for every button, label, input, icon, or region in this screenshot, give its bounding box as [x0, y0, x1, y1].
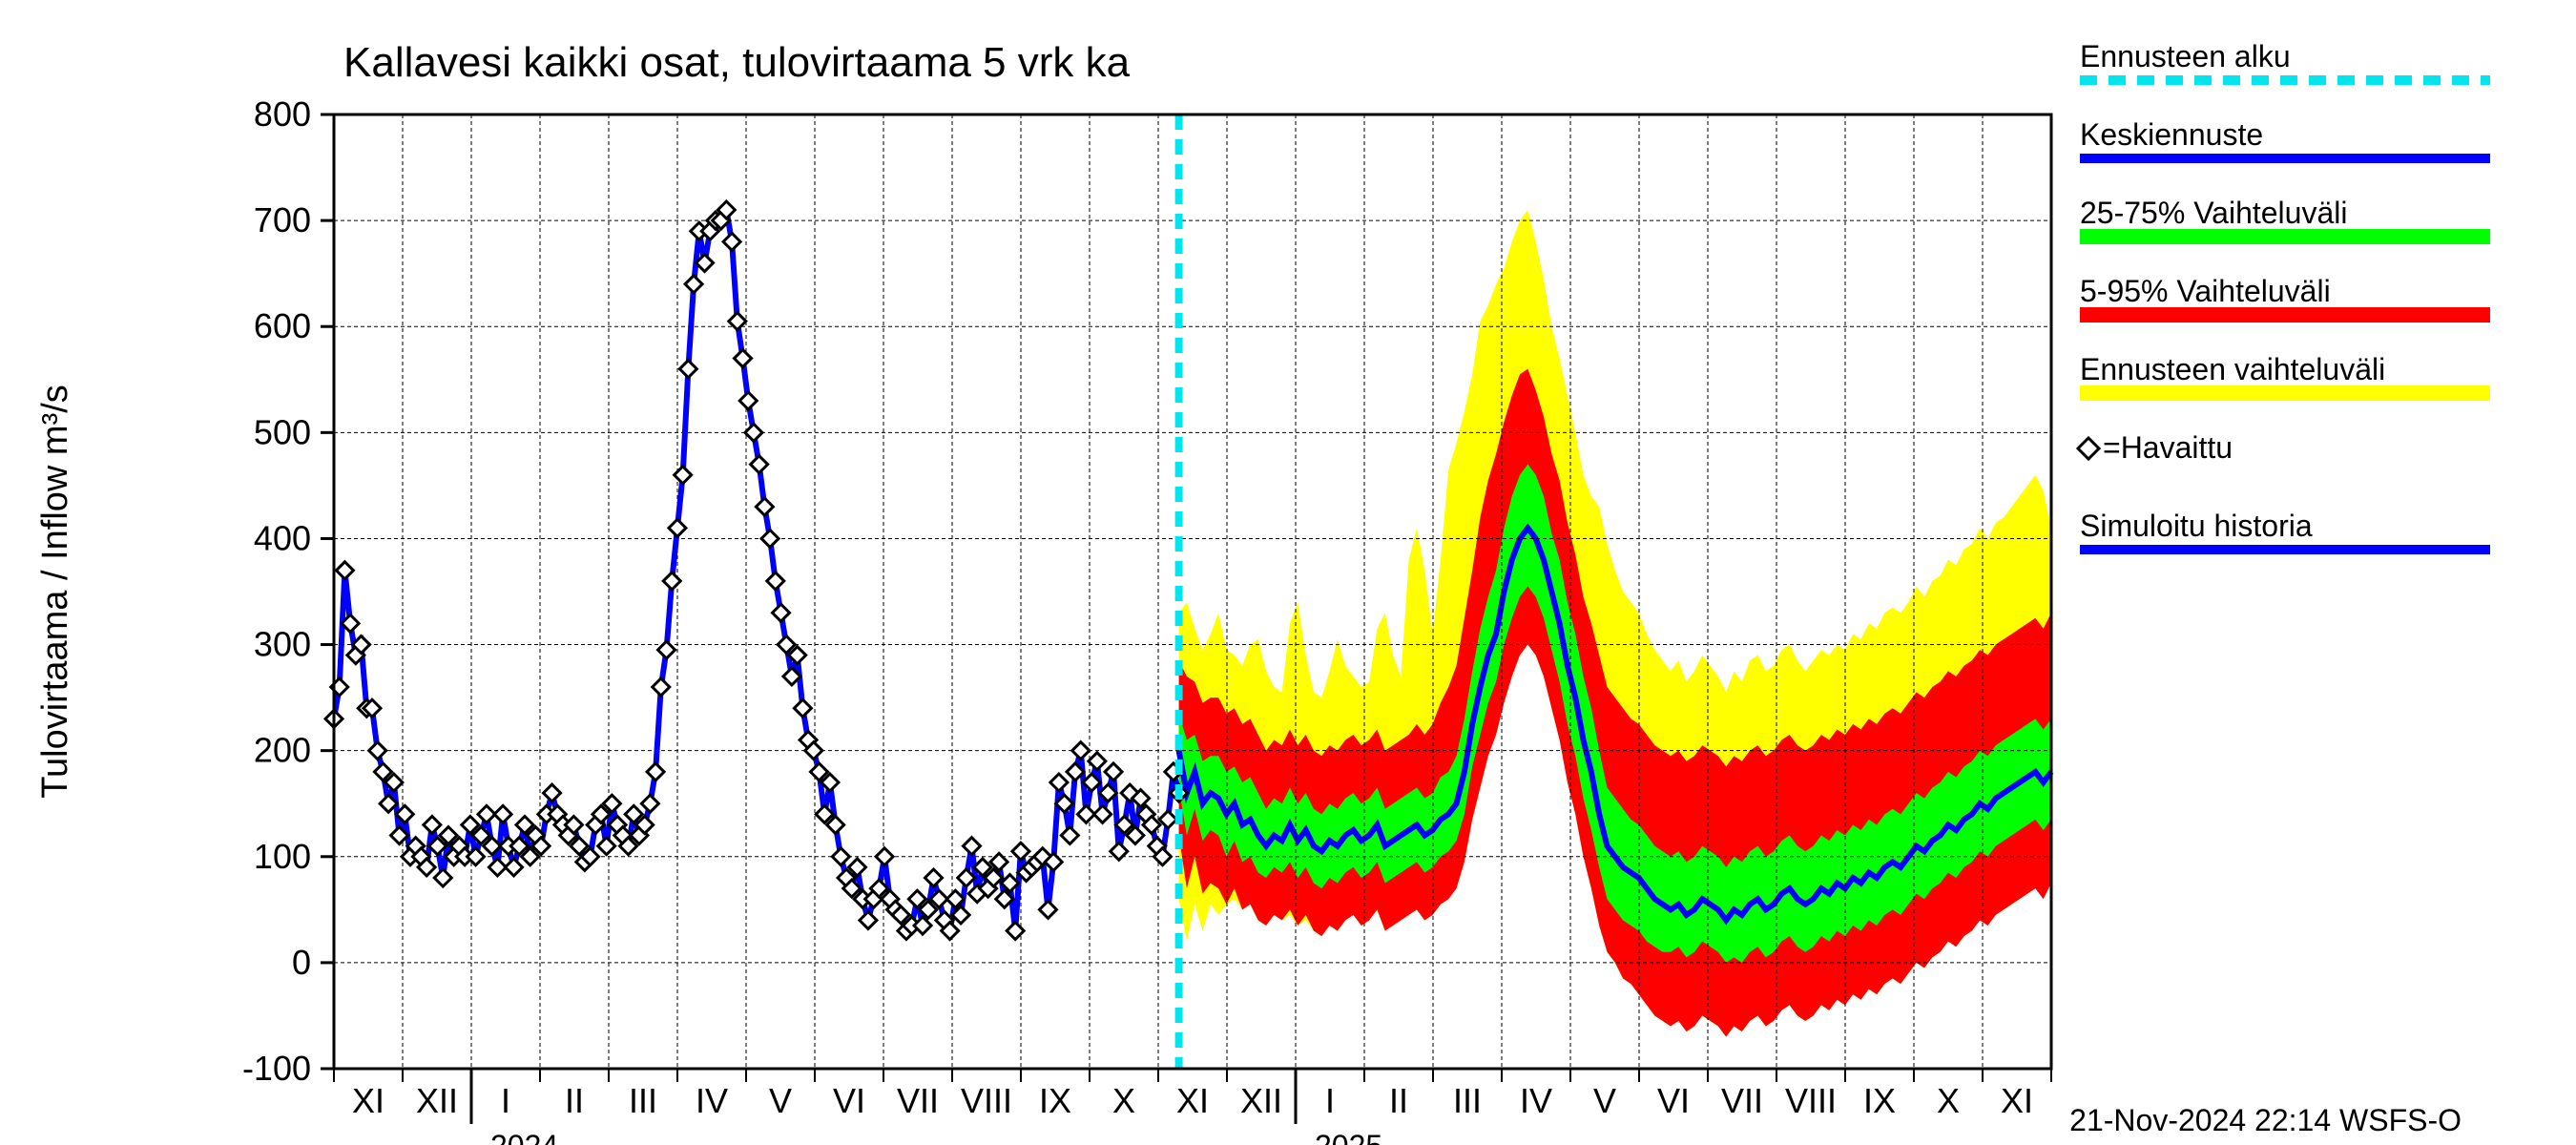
month-label: II	[565, 1081, 584, 1120]
month-label: VIII	[961, 1081, 1012, 1120]
chart-svg: -1000100200300400500600700800XIXIIIIIIII…	[0, 0, 2576, 1145]
month-label: V	[769, 1081, 792, 1120]
month-label: XI	[352, 1081, 384, 1120]
month-label: I	[501, 1081, 510, 1120]
legend-label: 25-75% Vaihteluväli	[2080, 196, 2347, 230]
legend-label: 5-95% Vaihteluväli	[2080, 274, 2331, 308]
month-label: IV	[696, 1081, 728, 1120]
month-label: VI	[833, 1081, 865, 1120]
chart-title: Kallavesi kaikki osat, tulovirtaama 5 vr…	[343, 39, 1131, 86]
month-label: VII	[897, 1081, 939, 1120]
month-label: III	[629, 1081, 657, 1120]
ytick-label: 800	[254, 94, 311, 134]
legend-swatch	[2080, 229, 2490, 244]
legend-label: =Havaittu	[2103, 430, 2233, 465]
ytick-label: -100	[242, 1049, 311, 1088]
month-label: III	[1453, 1081, 1482, 1120]
month-label: VIII	[1785, 1081, 1837, 1120]
timestamp: 21-Nov-2024 22:14 WSFS-O	[2069, 1103, 2462, 1137]
ytick-label: 400	[254, 518, 311, 557]
legend-swatch	[2080, 385, 2490, 401]
month-label: IX	[1863, 1081, 1896, 1120]
month-label: X	[1112, 1081, 1135, 1120]
month-label: XI	[1176, 1081, 1209, 1120]
month-label: II	[1389, 1081, 1408, 1120]
month-label: I	[1325, 1081, 1335, 1120]
year-label: 2025	[1315, 1129, 1382, 1145]
month-label: XII	[1240, 1081, 1282, 1120]
year-label: 2024	[490, 1129, 558, 1145]
ytick-label: 500	[254, 412, 311, 451]
legend-label: Simuloitu historia	[2080, 509, 2313, 543]
month-label: XI	[2001, 1081, 2033, 1120]
legend-label: Keskiennuste	[2080, 117, 2263, 152]
month-label: VII	[1721, 1081, 1763, 1120]
y-axis-label: Tulovirtaama / Inflow m³/s	[35, 385, 75, 799]
ytick-label: 200	[254, 731, 311, 770]
hydrograph-chart: -1000100200300400500600700800XIXIIIIIIII…	[0, 0, 2576, 1145]
ytick-label: 0	[292, 943, 311, 982]
month-label: IX	[1039, 1081, 1071, 1120]
month-label: V	[1593, 1081, 1616, 1120]
legend-label: Ennusteen alku	[2080, 39, 2291, 73]
month-label: X	[1937, 1081, 1960, 1120]
ytick-label: 100	[254, 837, 311, 876]
ytick-label: 600	[254, 306, 311, 345]
ytick-label: 700	[254, 200, 311, 239]
month-label: IV	[1520, 1081, 1552, 1120]
month-label: VI	[1657, 1081, 1690, 1120]
month-label: XII	[416, 1081, 458, 1120]
ytick-label: 300	[254, 625, 311, 664]
legend-label: Ennusteen vaihteluväli	[2080, 352, 2385, 386]
legend-swatch	[2080, 307, 2490, 323]
